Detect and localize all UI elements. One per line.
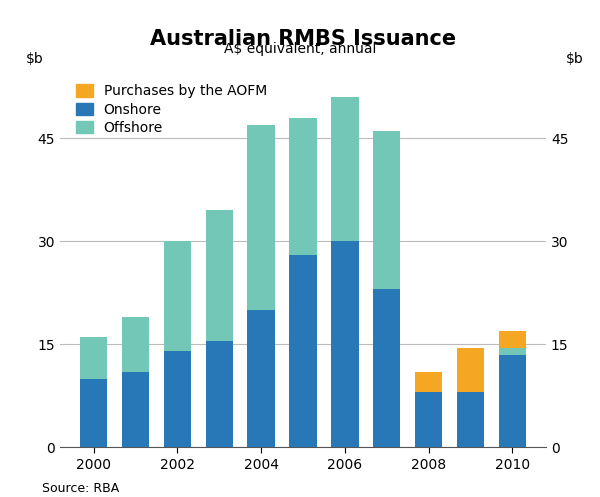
Bar	[415, 372, 442, 392]
Bar	[415, 392, 442, 447]
Bar	[289, 255, 317, 447]
Legend: Purchases by the AOFM, Onshore, Offshore: Purchases by the AOFM, Onshore, Offshore	[72, 81, 271, 139]
Bar	[499, 331, 526, 348]
Bar	[373, 131, 400, 289]
Bar	[80, 337, 107, 379]
Bar	[289, 118, 317, 255]
Bar	[206, 341, 233, 447]
Bar	[457, 392, 484, 447]
Bar	[499, 354, 526, 447]
Bar	[457, 348, 484, 392]
Text: $b: $b	[26, 52, 44, 66]
Text: A$ equivalent, annual: A$ equivalent, annual	[224, 42, 376, 56]
Bar	[122, 372, 149, 447]
Bar	[247, 310, 275, 447]
Bar	[247, 125, 275, 310]
Text: $b: $b	[565, 52, 583, 66]
Bar	[206, 210, 233, 341]
Bar	[373, 289, 400, 447]
Bar	[164, 351, 191, 447]
Bar	[80, 379, 107, 447]
Title: Australian RMBS Issuance: Australian RMBS Issuance	[150, 29, 456, 49]
Bar	[122, 317, 149, 372]
Bar	[331, 241, 359, 447]
Bar	[331, 97, 359, 241]
Bar	[164, 241, 191, 351]
Text: Source: RBA: Source: RBA	[42, 482, 119, 495]
Bar	[499, 348, 526, 354]
